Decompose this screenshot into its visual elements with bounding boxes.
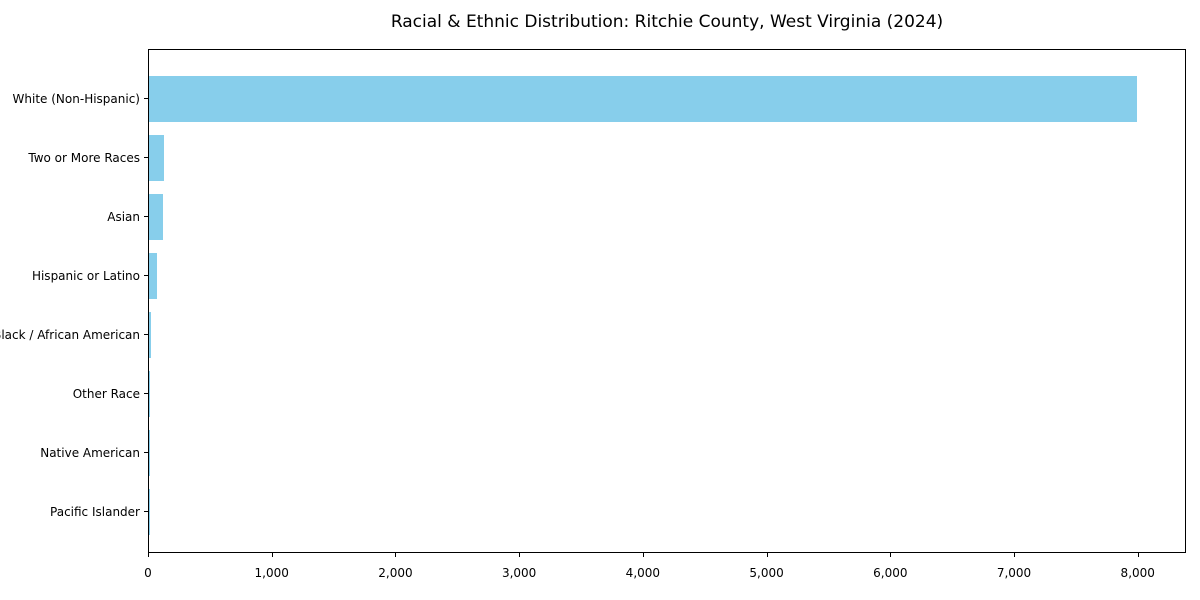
y-axis-tick: [144, 98, 148, 99]
chart-bar: [149, 371, 150, 417]
y-axis-tick: [144, 452, 148, 453]
y-axis-tick: [144, 157, 148, 158]
x-axis-tick: [519, 553, 521, 557]
x-axis-label: 2,000: [378, 566, 413, 580]
x-axis-tick: [890, 553, 892, 557]
y-axis-label: White (Non-Hispanic): [12, 92, 140, 106]
x-axis-tick: [148, 553, 149, 557]
x-axis-label: 7,000: [996, 566, 1032, 580]
chart-bar: [149, 194, 163, 240]
x-axis-tick: [642, 553, 644, 557]
x-axis-tick: [395, 553, 397, 557]
y-axis-label: Asian: [107, 210, 140, 224]
y-axis-tick: [144, 393, 148, 394]
y-axis-label: Pacific Islander: [50, 505, 140, 519]
y-axis-tick: [144, 511, 148, 512]
x-axis-label: 5,000: [749, 566, 784, 580]
x-axis-tick: [271, 553, 273, 557]
y-axis-tick: [144, 275, 148, 276]
chart-bar: [149, 135, 164, 181]
chart-bar: [149, 76, 1137, 122]
x-axis-label: 0: [144, 566, 152, 580]
plot-area: [148, 49, 1186, 553]
x-axis-label: 1,000: [254, 566, 289, 580]
y-axis-tick: [144, 334, 148, 335]
x-axis-tick: [1014, 553, 1016, 557]
y-axis-label: Black / African American: [0, 328, 140, 342]
x-axis-tick: [766, 553, 768, 557]
x-axis-label: 3,000: [501, 566, 537, 580]
y-axis-label: Native American: [40, 446, 140, 460]
y-axis-label: Other Race: [72, 387, 140, 401]
chart-bar: [149, 253, 158, 299]
x-axis-label: 4,000: [625, 566, 661, 580]
chart-bar: [149, 312, 151, 358]
y-axis-label: Two or More Races: [28, 151, 140, 165]
chart-title: Racial & Ethnic Distribution: Ritchie Co…: [390, 12, 944, 32]
x-axis-label: 6,000: [873, 566, 908, 580]
x-axis-label: 8,000: [1120, 566, 1155, 580]
y-axis-tick: [144, 216, 148, 217]
x-axis-tick: [1137, 553, 1139, 557]
y-axis-label: Hispanic or Latino: [31, 269, 140, 283]
